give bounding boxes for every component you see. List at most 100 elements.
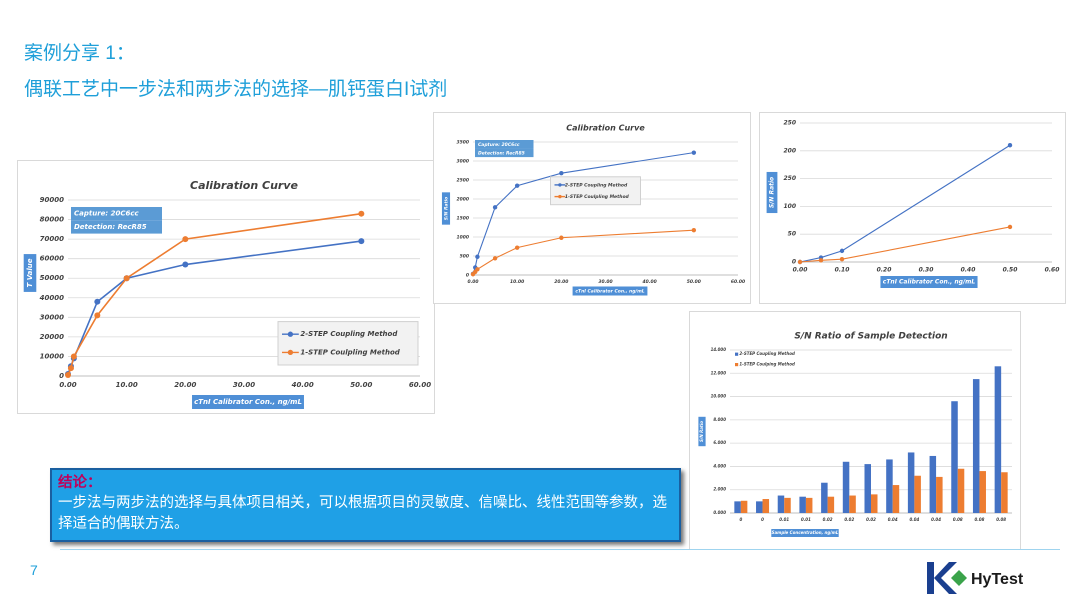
legend-label: 2-STEP Coupling Method <box>739 351 795 356</box>
x-tick-label: 0.00 <box>467 279 478 285</box>
x-tick-label: 0.50 <box>1003 267 1018 274</box>
bar <box>734 501 741 513</box>
y-tick-label: 2500 <box>456 178 469 184</box>
x-tick-label: 0.02 <box>823 517 833 522</box>
y-label-box <box>441 192 451 225</box>
y-tick-label: 70000 <box>40 235 64 243</box>
case-heading: 案例分享 1： <box>24 43 135 64</box>
y-tick-label: 1500 <box>456 216 469 222</box>
y-tick-label: 12.000 <box>711 370 727 375</box>
bar <box>762 499 770 513</box>
chart: S/N Ratio of Sample Detection 0.000 2.000 4… <box>698 332 1012 537</box>
bar <box>871 494 878 513</box>
bar <box>951 401 958 513</box>
data-point <box>182 236 189 243</box>
conclusion-box: 结论： 一步法与两步法的选择与具体项目相关，可以根据项目的灵敏度、信噪比、线性范… <box>50 468 681 542</box>
y-tick-label: 3500 <box>456 140 469 146</box>
bar <box>914 475 921 513</box>
data-point <box>492 256 498 261</box>
data-point <box>182 261 189 268</box>
data-point <box>839 248 845 254</box>
annotation: Capture: 20C6cc <box>478 142 520 148</box>
y-tick-label: 0.000 <box>713 510 726 515</box>
x-tick-label: 30.00 <box>598 279 612 285</box>
x-tick-label: 0.02 <box>844 517 854 522</box>
bar <box>799 496 806 513</box>
annotation: Capture: 20C6cc <box>74 210 140 218</box>
annotation-box <box>475 148 534 158</box>
y-tick-label: 90000 <box>40 196 64 204</box>
data-point <box>514 245 520 250</box>
legend-swatch <box>558 194 562 199</box>
bar <box>821 482 828 513</box>
x-tick-label: 0.60 <box>1045 267 1060 274</box>
y-tick-label: 250 <box>783 120 796 127</box>
data-point <box>492 205 498 210</box>
x-tick-label: 10.00 <box>116 381 138 389</box>
bar <box>777 495 785 513</box>
data-point <box>514 183 520 188</box>
data-point <box>1007 224 1013 230</box>
y-tick-label: 0 <box>59 372 64 380</box>
x-label-box <box>880 276 978 288</box>
y-tick-label: 2000 <box>456 197 469 203</box>
data-point <box>358 210 365 217</box>
data-point <box>818 258 824 263</box>
x-tick-label: 0.08 <box>996 517 1006 522</box>
x-label-box <box>572 286 648 296</box>
data-point <box>475 267 480 272</box>
data-point <box>559 235 564 240</box>
legend-swatch <box>558 183 562 187</box>
chart-title: Calibration Curve <box>190 179 299 192</box>
x-axis-label: cTnI Calibrator Con., ng/mL <box>883 279 976 286</box>
x-tick-label: 0.40 <box>961 267 976 274</box>
y-tick-label: 40000 <box>40 294 64 302</box>
y-axis-label: S/N Ratio <box>444 197 450 221</box>
x-axis-label: Sample Concentration, ng/mL <box>772 530 839 535</box>
y-axis-label: T Value <box>26 258 34 287</box>
y-tick-label: 4.000 <box>713 463 726 468</box>
bar <box>864 464 871 513</box>
y-tick-label: 500 <box>460 254 469 260</box>
data-point <box>475 254 480 259</box>
x-tick-label: 50.00 <box>687 279 701 285</box>
annotation: Detection: RecR85 <box>478 150 525 156</box>
data-point <box>65 372 71 379</box>
bar <box>886 459 893 513</box>
legend-label: 1-STEP Coulping Method <box>739 362 795 367</box>
x-tick-label: 0 <box>739 517 742 522</box>
data-point <box>67 365 74 372</box>
y-tick-label: 80000 <box>40 216 64 224</box>
footer-rule <box>60 549 1060 550</box>
x-tick-label: 0.00 <box>59 381 76 389</box>
y-tick-label: 10000 <box>40 352 64 360</box>
slide-title: 偶联工艺中一步法和两步法的选择—肌钙蛋白I试剂 <box>24 79 448 100</box>
legend-label: 2-STEP Coupling Method <box>565 182 628 188</box>
annotation-box <box>71 220 162 234</box>
y-tick-label: 50 <box>788 231 796 238</box>
x-tick-label: 10.00 <box>510 279 524 285</box>
x-tick-label: 0.00 <box>793 267 808 274</box>
x-tick-label: 60.00 <box>409 381 431 389</box>
bar <box>756 501 763 513</box>
logo: HyTest <box>927 562 1024 594</box>
x-tick-label: 60.00 <box>731 279 745 285</box>
x-axis-label: cTnI Calibrator Con., ng/mL <box>194 398 302 406</box>
chart: Calibration Curve 0 10000 20000 30000 40000 50… <box>23 179 431 409</box>
bar <box>842 461 850 513</box>
x-tick-label: 0.04 <box>909 517 919 522</box>
legend-label: 2-STEP Coupling Method <box>300 330 398 338</box>
conclusion-text: 一步法与两步法的选择与具体项目相关，可以根据项目的灵敏度、信噪比、线性范围等参数… <box>58 495 667 532</box>
chart: 0 50 100 250 200 250 S/N Ratio cTnI Calibrator … <box>766 120 1060 288</box>
x-tick-label: 0.01 <box>801 517 811 522</box>
bar <box>805 497 813 513</box>
data-point <box>70 353 77 360</box>
x-tick-label: 50.00 <box>350 381 372 389</box>
x-tick-label: 0.01 <box>779 517 789 522</box>
bar <box>907 452 915 513</box>
y-tick-label: 8.000 <box>713 417 726 422</box>
annotation: Detection: RecR85 <box>74 223 147 231</box>
bar <box>994 366 1002 513</box>
legend-label: 1-STEP Coulpling Method <box>565 194 630 200</box>
